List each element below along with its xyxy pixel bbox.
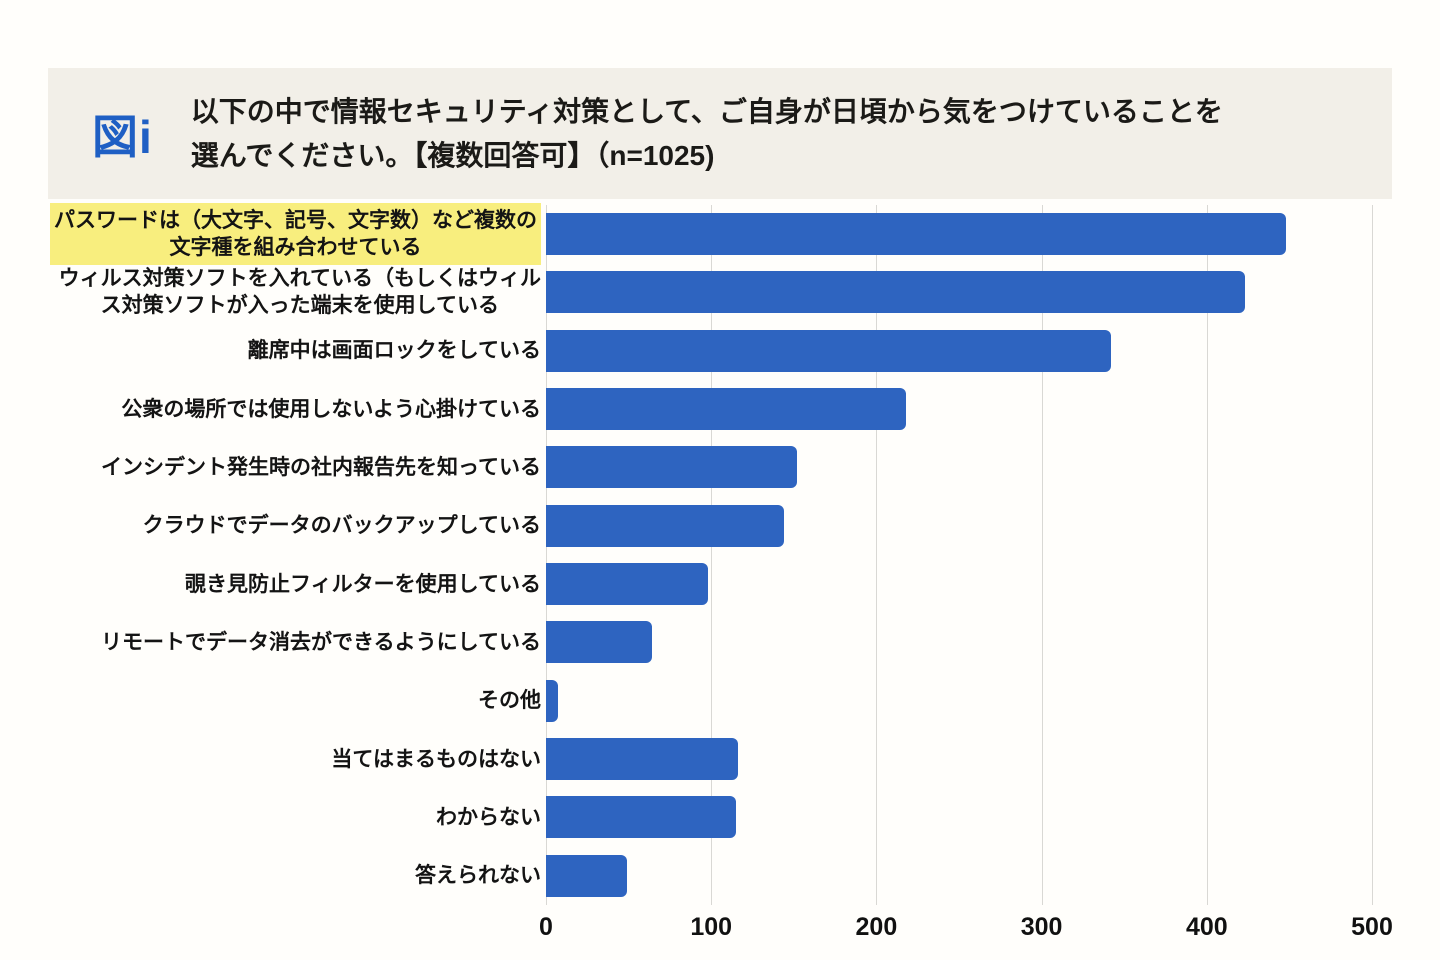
label-cell: 覗き見防止フィルターを使用している (40, 555, 546, 613)
bar-row: わからない (40, 788, 1392, 846)
chart-title: 以下の中で情報セキュリティ対策として、ご自身が日頃から気をつけていることを 選ん… (190, 95, 1223, 171)
tick-label: 200 (855, 913, 898, 941)
bar-row: 離席中は画面ロックをしている (40, 322, 1392, 380)
plot-cell (546, 322, 1392, 380)
bar-row: 覗き見防止フィルターを使用している (40, 555, 1392, 613)
category-label: わからない (436, 805, 541, 829)
category-label: 公衆の場所では使用しないよう心掛けている (121, 397, 541, 421)
bar-row: 公衆の場所では使用しないよう心掛けている (40, 380, 1392, 438)
label-cell: ウィルス対策ソフトを入れている（もしくはウィル ス対策ソフトが入った端末を使用し… (40, 263, 546, 321)
bar (546, 446, 798, 489)
plot-cell (546, 613, 1392, 671)
category-label: パスワードは（大文字、記号、文字数）など複数の 文字種を組み合わせている (50, 203, 541, 266)
category-label: 離席中は画面ロックをしている (247, 339, 541, 363)
bar (546, 504, 784, 547)
category-label: その他 (478, 689, 541, 713)
category-label: インシデント発生時の社内報告先を知っている (101, 455, 541, 479)
label-cell: パスワードは（大文字、記号、文字数）など複数の 文字種を組み合わせている (40, 203, 546, 266)
category-label: 覗き見防止フィルターを使用している (185, 572, 541, 596)
bar (546, 854, 627, 897)
bar (546, 388, 907, 431)
bar-chart: パスワードは（大文字、記号、文字数）など複数の 文字種を組み合わせている ウィルス… (40, 203, 1393, 950)
label-cell: 当てはまるものはない (40, 730, 546, 788)
plot-cell (546, 788, 1392, 846)
bar-row: クラウドでデータのバックアップしている (40, 497, 1392, 555)
plot-cell (546, 847, 1392, 905)
tick-label: 300 (1020, 913, 1063, 941)
plot-cell (546, 380, 1392, 438)
bar (546, 563, 708, 606)
bar (546, 738, 738, 781)
figure-badge: 図i (92, 110, 153, 163)
bar-row: ウィルス対策ソフトを入れている（もしくはウィル ス対策ソフトが入った端末を使用し… (40, 263, 1392, 321)
category-label: 答えられない (415, 864, 541, 888)
plot-cell (546, 730, 1392, 788)
bar-row: 答えられない (40, 847, 1392, 905)
bar-row: リモートでデータ消去ができるようにしている (40, 613, 1392, 671)
header-band: 図i 以下の中で情報セキュリティ対策として、ご自身が日頃から気をつけていることを… (48, 68, 1392, 199)
category-label: ウィルス対策ソフトを入れている（もしくはウィル ス対策ソフトが入った端末を使用し… (58, 267, 541, 318)
label-cell: わからない (40, 788, 546, 846)
plot-cell (546, 672, 1392, 730)
label-cell: リモートでデータ消去ができるようにしている (40, 613, 546, 671)
tick-label: 0 (539, 913, 553, 941)
bar-rows: パスワードは（大文字、記号、文字数）など複数の 文字種を組み合わせている ウィルス… (40, 203, 1392, 905)
bar-row: パスワードは（大文字、記号、文字数）など複数の 文字種を組み合わせている (40, 203, 1392, 266)
tick-label: 400 (1185, 913, 1228, 941)
bar-row: 当てはまるものはない (40, 730, 1392, 788)
label-cell: クラウドでデータのバックアップしている (40, 497, 546, 555)
label-cell: 公衆の場所では使用しないよう心掛けている (40, 380, 546, 438)
bar (546, 271, 1245, 314)
bar (546, 621, 652, 664)
plot-cell (546, 497, 1392, 555)
category-label: クラウドでデータのバックアップしている (142, 514, 541, 538)
label-cell: その他 (40, 672, 546, 730)
label-cell: インシデント発生時の社内報告先を知っている (40, 438, 546, 496)
bar (546, 213, 1287, 256)
bar (546, 796, 736, 839)
label-cell: 離席中は画面ロックをしている (40, 322, 546, 380)
bar (546, 329, 1111, 372)
bar (546, 679, 558, 722)
label-cell: 答えられない (40, 847, 546, 905)
bar-row: その他 (40, 672, 1392, 730)
tick-label: 500 (1351, 913, 1393, 941)
x-axis: 0 100 200 300 400 500 (539, 909, 1393, 949)
plot-cell (546, 205, 1392, 263)
category-label: リモートでデータ消去ができるようにしている (101, 630, 541, 654)
bar-row: インシデント発生時の社内報告先を知っている (40, 438, 1392, 496)
plot-cell (546, 555, 1392, 613)
tick-label: 100 (690, 913, 733, 941)
plot-cell (546, 438, 1392, 496)
plot-cell (546, 263, 1392, 321)
category-label: 当てはまるものはない (331, 747, 541, 771)
